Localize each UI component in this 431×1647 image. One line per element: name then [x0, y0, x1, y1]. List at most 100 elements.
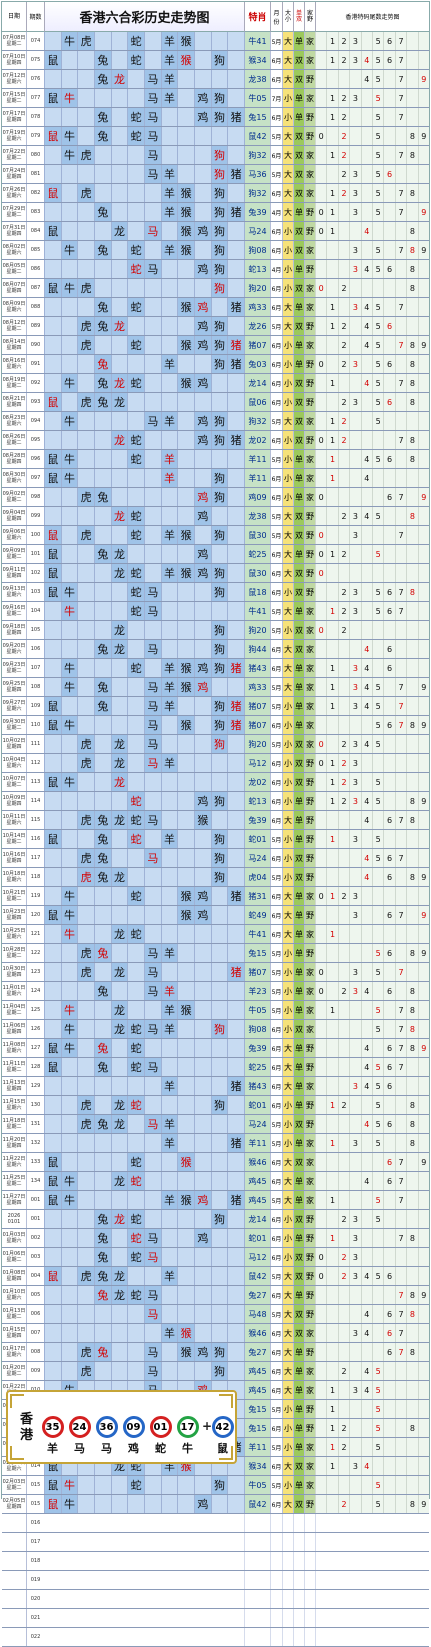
tail-digit-cell: [383, 621, 395, 639]
special-zodiac-value: 狗20: [244, 279, 270, 297]
tail-digit-cell: [349, 811, 361, 829]
zodiac-cell: [160, 792, 178, 810]
month-value: 6月: [270, 1286, 282, 1304]
zodiac-cell: [110, 1134, 128, 1152]
zodiac-cell: [177, 792, 194, 810]
zodiac-cell: 牛: [60, 469, 78, 487]
tail-digit-cell: [372, 982, 384, 1000]
zodiac-cell: 虎: [77, 754, 94, 772]
zodiac-cell: 猴: [177, 336, 194, 354]
zodiac-cell: [44, 1077, 61, 1095]
tail-digit-cell: [315, 108, 327, 126]
tail-digit-cell: 1: [326, 203, 338, 221]
zodiac-cell: [194, 1096, 211, 1114]
tail-digit-cell: [383, 830, 395, 848]
zodiac-cell: 虎: [77, 811, 94, 829]
special-zodiac-value: 马24: [244, 222, 270, 240]
tail-digit-cell: 4: [360, 1267, 372, 1285]
parity-value: 单: [293, 336, 304, 354]
zodiac-cell: [77, 659, 94, 677]
zodiac-cell: [144, 355, 161, 373]
zodiac-cell: 马: [144, 260, 161, 278]
tail-digit-cell: [394, 1476, 407, 1494]
domestic-value: 家: [304, 678, 315, 696]
tail-digit-cell: 7: [394, 602, 407, 620]
zodiac-cell: 龙: [110, 1096, 128, 1114]
draw-date: 09月11日星期四: [2, 564, 26, 582]
date-column-header: 日期: [2, 2, 26, 32]
parity-value: 双: [293, 526, 304, 544]
size-value: 大: [282, 659, 293, 677]
domestic-value: 野: [304, 203, 315, 221]
zodiac-cell: 鼠: [44, 393, 61, 411]
issue-number: 078: [26, 108, 44, 126]
issue-number: 086: [26, 260, 44, 278]
zodiac-cell: 狗: [210, 336, 228, 354]
zodiac-cell: [160, 1058, 178, 1076]
tail-digit-cell: [417, 51, 429, 69]
draw-date: 07月24日星期四: [2, 165, 26, 183]
tail-digit-cell: [337, 716, 350, 734]
zodiac-cell: 兔: [94, 241, 111, 259]
zodiac-cell: 猪: [227, 165, 244, 183]
tail-digit-cell: [337, 1324, 350, 1342]
draw-date: 07月26日星期六: [2, 184, 26, 202]
tail-digit-cell: 5: [372, 374, 384, 392]
parity-value: 单: [293, 1096, 304, 1114]
tail-digit-cell: [337, 298, 350, 316]
zodiac-cell: 羊: [160, 659, 178, 677]
zodiac-cell: [60, 1115, 78, 1133]
special-zodiac-value: 龙26: [244, 317, 270, 335]
month-value: 6月: [270, 393, 282, 411]
zodiac-cell: [44, 621, 61, 639]
ball-zodiac-label: 鸡: [128, 1442, 139, 1455]
zodiac-cell: 猪: [227, 336, 244, 354]
tail-digit-cell: 3: [349, 792, 361, 810]
zodiac-cell: [144, 1210, 161, 1228]
zodiac-cell: [144, 1153, 161, 1171]
zodiac-cell: [77, 1191, 94, 1209]
draw-date: 07月12日星期六: [2, 70, 26, 88]
zodiac-cell: [44, 811, 61, 829]
ball-zodiac-label: 鼠: [217, 1442, 228, 1455]
zodiac-cell: [60, 507, 78, 525]
zodiac-cell: [227, 754, 244, 772]
tail-digit-cell: 1: [326, 32, 338, 50]
tail-digit-cell: [383, 222, 395, 240]
tail-digit-cell: [349, 716, 361, 734]
tail-digit-cell: [337, 1305, 350, 1323]
domestic-value: 家: [304, 89, 315, 107]
tail-digit-cell: 8: [406, 868, 418, 886]
tail-digit-cell: [383, 545, 395, 563]
zodiac-cell: 马: [144, 697, 161, 715]
tail-digit-cell: 0: [315, 887, 327, 905]
special-zodiac-value: 蛇49: [244, 906, 270, 924]
special-zodiac-value: 蛇13: [244, 792, 270, 810]
tail-digit-cell: 5: [372, 317, 384, 335]
tail-digit-cell: [406, 1381, 418, 1399]
tail-digit-cell: 7: [394, 1191, 407, 1209]
tail-digit-cell: [360, 108, 372, 126]
tail-digit-cell: 5: [372, 507, 384, 525]
issue-number: 018: [26, 1552, 44, 1570]
draw-date: 11月18日星期二: [2, 1115, 26, 1133]
tail-digit-cell: [315, 1381, 327, 1399]
zodiac-cell: [210, 773, 228, 791]
zodiac-cell: [177, 1115, 194, 1133]
zodiac-cell: 羊: [160, 450, 178, 468]
tail-digit-cell: 4: [360, 982, 372, 1000]
zodiac-cell: [94, 526, 111, 544]
zodiac-cell: 猴: [177, 906, 194, 924]
zodiac-cell: [94, 773, 111, 791]
parity-value: 单: [293, 32, 304, 50]
zodiac-cell: [144, 488, 161, 506]
tail-digit-cell: [360, 830, 372, 848]
draw-date: 10月14日星期二: [2, 830, 26, 848]
tail-digit-cell: [315, 336, 327, 354]
issue-number: 127: [26, 1039, 44, 1057]
month-value: 6月: [270, 51, 282, 69]
size-value: 小: [282, 393, 293, 411]
zodiac-cell: [127, 184, 144, 202]
tail-digit-cell: [417, 982, 429, 1000]
zodiac-cell: [194, 1305, 211, 1323]
